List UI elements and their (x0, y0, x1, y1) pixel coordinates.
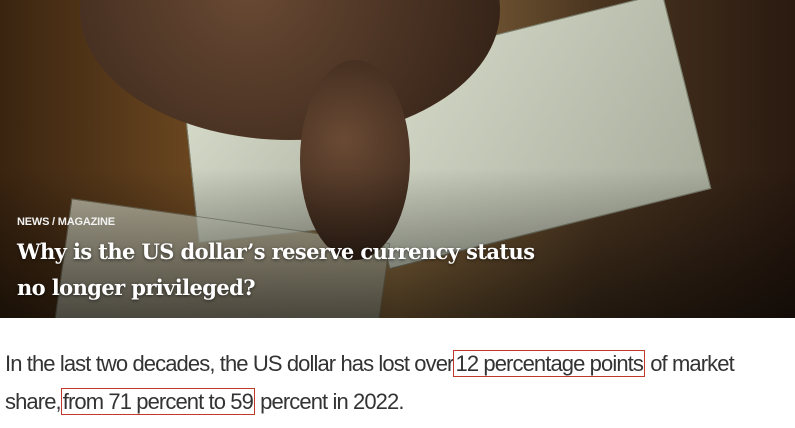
gradient-overlay (0, 168, 795, 318)
category-label[interactable]: NEWS / MAGAZINE (17, 216, 115, 228)
highlight-box: from 71 percent to 59 (60, 388, 255, 415)
hero-image: NEWS / MAGAZINE Why is the US dollar’s r… (0, 0, 795, 318)
paragraph-text: percent in 2022. (254, 389, 404, 414)
highlight-box: 12 percentage points (453, 350, 645, 377)
article-paragraph: In the last two decades, the US dollar h… (5, 345, 795, 421)
headline[interactable]: Why is the US dollar’s reserve currency … (17, 239, 535, 300)
paragraph-text: of market share, (5, 351, 735, 414)
paragraph-text: In the last two decades, the US dollar h… (5, 351, 454, 376)
